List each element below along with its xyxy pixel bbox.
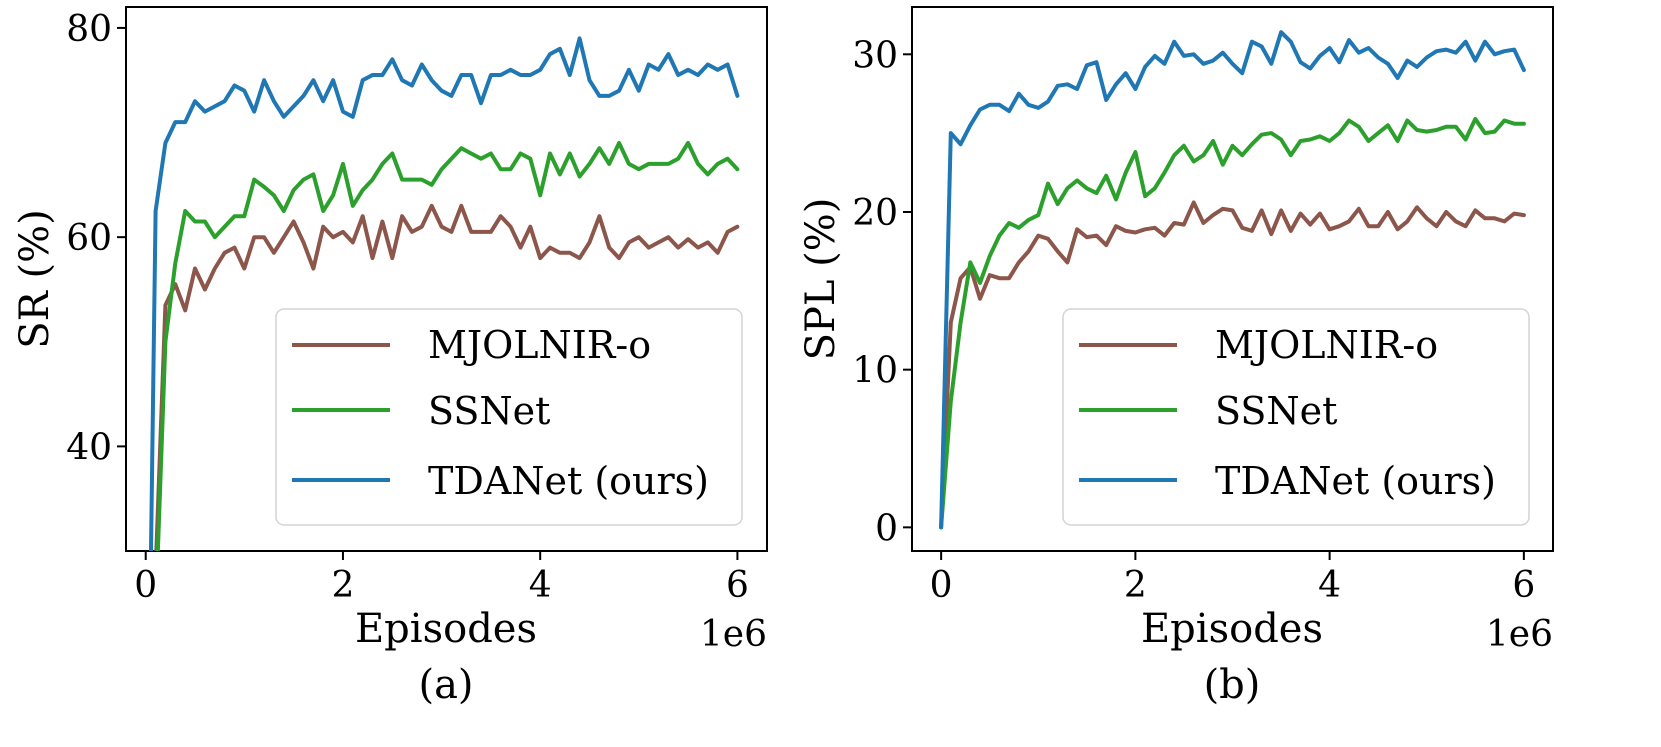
y-tick-label: 20 — [852, 193, 898, 234]
y-tick-label: 30 — [852, 35, 898, 76]
legend-label-ssnet: SSNet — [1215, 389, 1337, 433]
y-tick-label: 40 — [66, 427, 112, 468]
legend-label-mjolnir: MJOLNIR-o — [428, 323, 651, 367]
legend-label-mjolnir: MJOLNIR-o — [1215, 323, 1438, 367]
y-axis: 0 10 20 30 — [852, 35, 912, 549]
x-tick-label: 2 — [1124, 565, 1147, 606]
series-line-tdanet-ours — [939, 30, 1526, 530]
legend-frame — [275, 308, 743, 526]
series-line-mjolnir-o — [154, 203, 740, 551]
series-line-tdanet-ours — [148, 36, 740, 551]
plot-area-frame — [125, 6, 768, 552]
y-tick-label: 0 — [875, 508, 898, 549]
y-tick-label: 80 — [66, 9, 112, 50]
x-axis: 0 2 4 6 — [134, 551, 749, 606]
series-layer — [939, 30, 1526, 530]
legend-label-ssnet: SSNet — [428, 389, 550, 433]
series-line-ssnet — [155, 141, 740, 551]
x-tick-label: 4 — [529, 565, 552, 606]
panel-label: (b) — [1204, 662, 1261, 708]
x-offset-text: 1e6 — [1486, 614, 1553, 655]
y-axis-label: SPL (%) — [798, 198, 844, 361]
x-tick-label: 6 — [726, 565, 749, 606]
legend-frame — [1062, 308, 1530, 526]
y-axis: 40 60 80 — [66, 9, 126, 468]
legend-label-tdanet: TDANet (ours) — [428, 459, 709, 503]
x-tick-label: 0 — [134, 565, 157, 606]
series-line-ssnet — [939, 117, 1526, 530]
x-tick-label: 4 — [1318, 565, 1341, 606]
legend: MJOLNIR-o SSNet TDANet (ours) — [275, 308, 743, 526]
chart-b: 0 10 20 30 0 2 4 6 SPL (%) Episodes 1e6 (b) MJ… — [798, 6, 1554, 708]
panel-label: (a) — [418, 662, 473, 708]
legend-label-tdanet: TDANet (ours) — [1215, 459, 1496, 503]
legend: MJOLNIR-o SSNet TDANet (ours) — [1062, 308, 1530, 526]
x-tick-label: 0 — [930, 565, 953, 606]
y-tick-label: 60 — [66, 218, 112, 259]
x-tick-label: 2 — [332, 565, 355, 606]
plot-area-frame — [911, 6, 1554, 552]
x-axis-label: Episodes — [1141, 606, 1323, 652]
x-axis-label: Episodes — [355, 606, 537, 652]
series-line-mjolnir-o — [939, 200, 1526, 530]
x-tick-label: 6 — [1512, 565, 1535, 606]
y-tick-label: 10 — [852, 351, 898, 392]
y-axis-label: SR (%) — [12, 209, 58, 348]
x-offset-text: 1e6 — [700, 614, 767, 655]
chart-a: 40 60 80 0 2 4 6 SR (%) Episodes 1e6 (a) MJOL… — [12, 6, 768, 708]
series-layer — [148, 36, 740, 551]
x-axis: 0 2 4 6 — [930, 551, 1535, 606]
